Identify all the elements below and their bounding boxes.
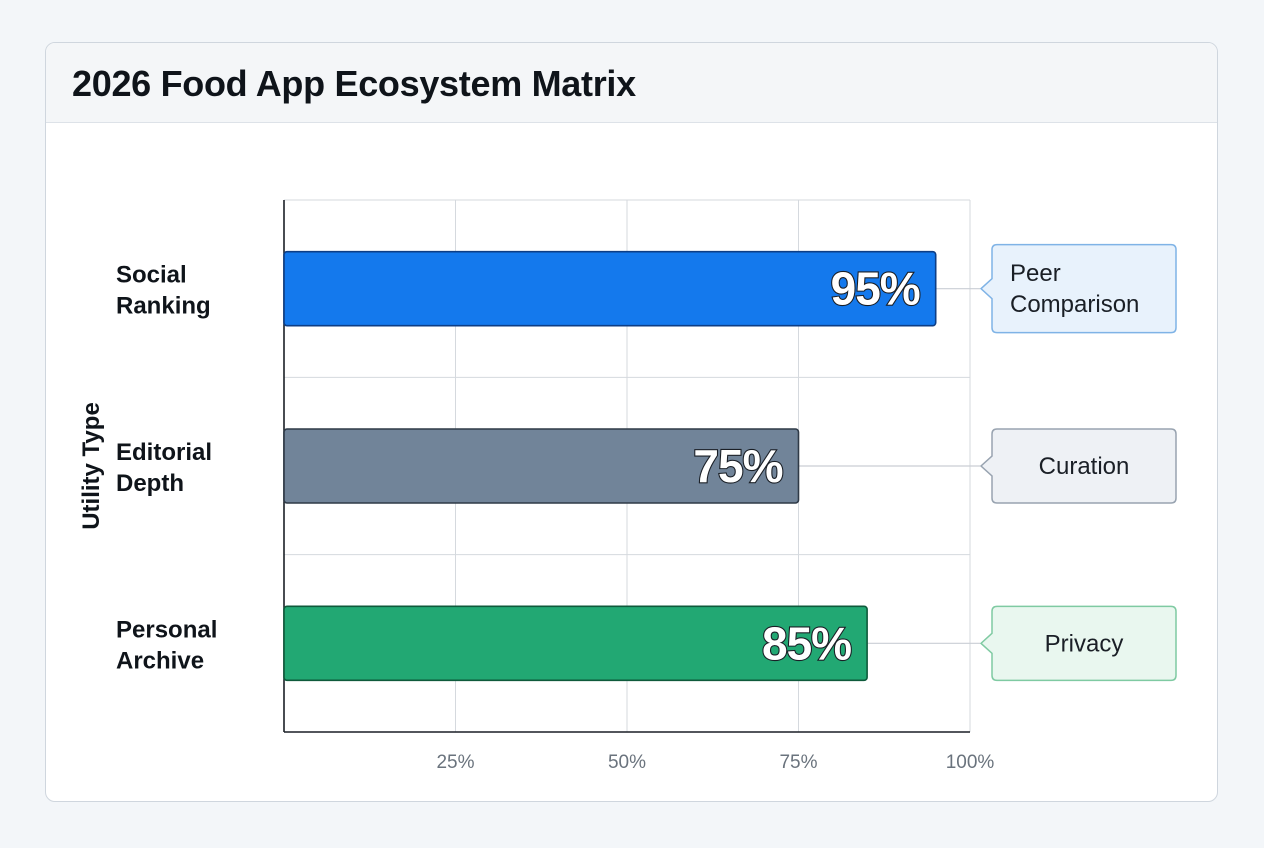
chart-title: 2026 Food App Ecosystem Matrix [72,63,636,104]
callout-label: Peer Comparison [1010,260,1139,318]
bar [283,250,937,327]
callout-label-line: Privacy [1045,630,1124,657]
x-tick-label: 75% [779,752,817,773]
bar-data-label: 75% [693,440,782,492]
callout-label: Privacy [1045,630,1124,657]
callout-label-line: Curation [1039,453,1130,480]
bar [283,428,800,504]
category-label-line: Personal [116,616,217,643]
x-tick-label: 25% [436,752,474,773]
callout-label-line: Peer [1010,260,1061,287]
y-axis-label: Utility Type [78,402,105,530]
category-label: Social Ranking [116,262,211,320]
category-label-line: Ranking [116,293,211,320]
card-header: 2026 Food App Ecosystem Matrix [46,43,1217,123]
callout-box [979,428,1177,504]
bar-data-label: 95% [831,263,920,315]
category-label: Editorial Depth [116,439,212,497]
callout-label: Curation [1039,453,1130,480]
callout-label-line: Comparison [1010,291,1139,318]
category-label-line: Depth [116,470,184,497]
category-label: Personal Archive [116,616,217,674]
bar-data-label: 85% [762,617,851,669]
bar [283,605,868,682]
category-label-line: Editorial [116,439,212,466]
x-tick-label: 50% [608,752,646,773]
callout-box [979,605,1177,682]
category-label-line: Archive [116,647,204,674]
x-tick-label: 100% [946,752,995,773]
callout-box [979,243,1177,334]
category-label-line: Social [116,262,187,289]
